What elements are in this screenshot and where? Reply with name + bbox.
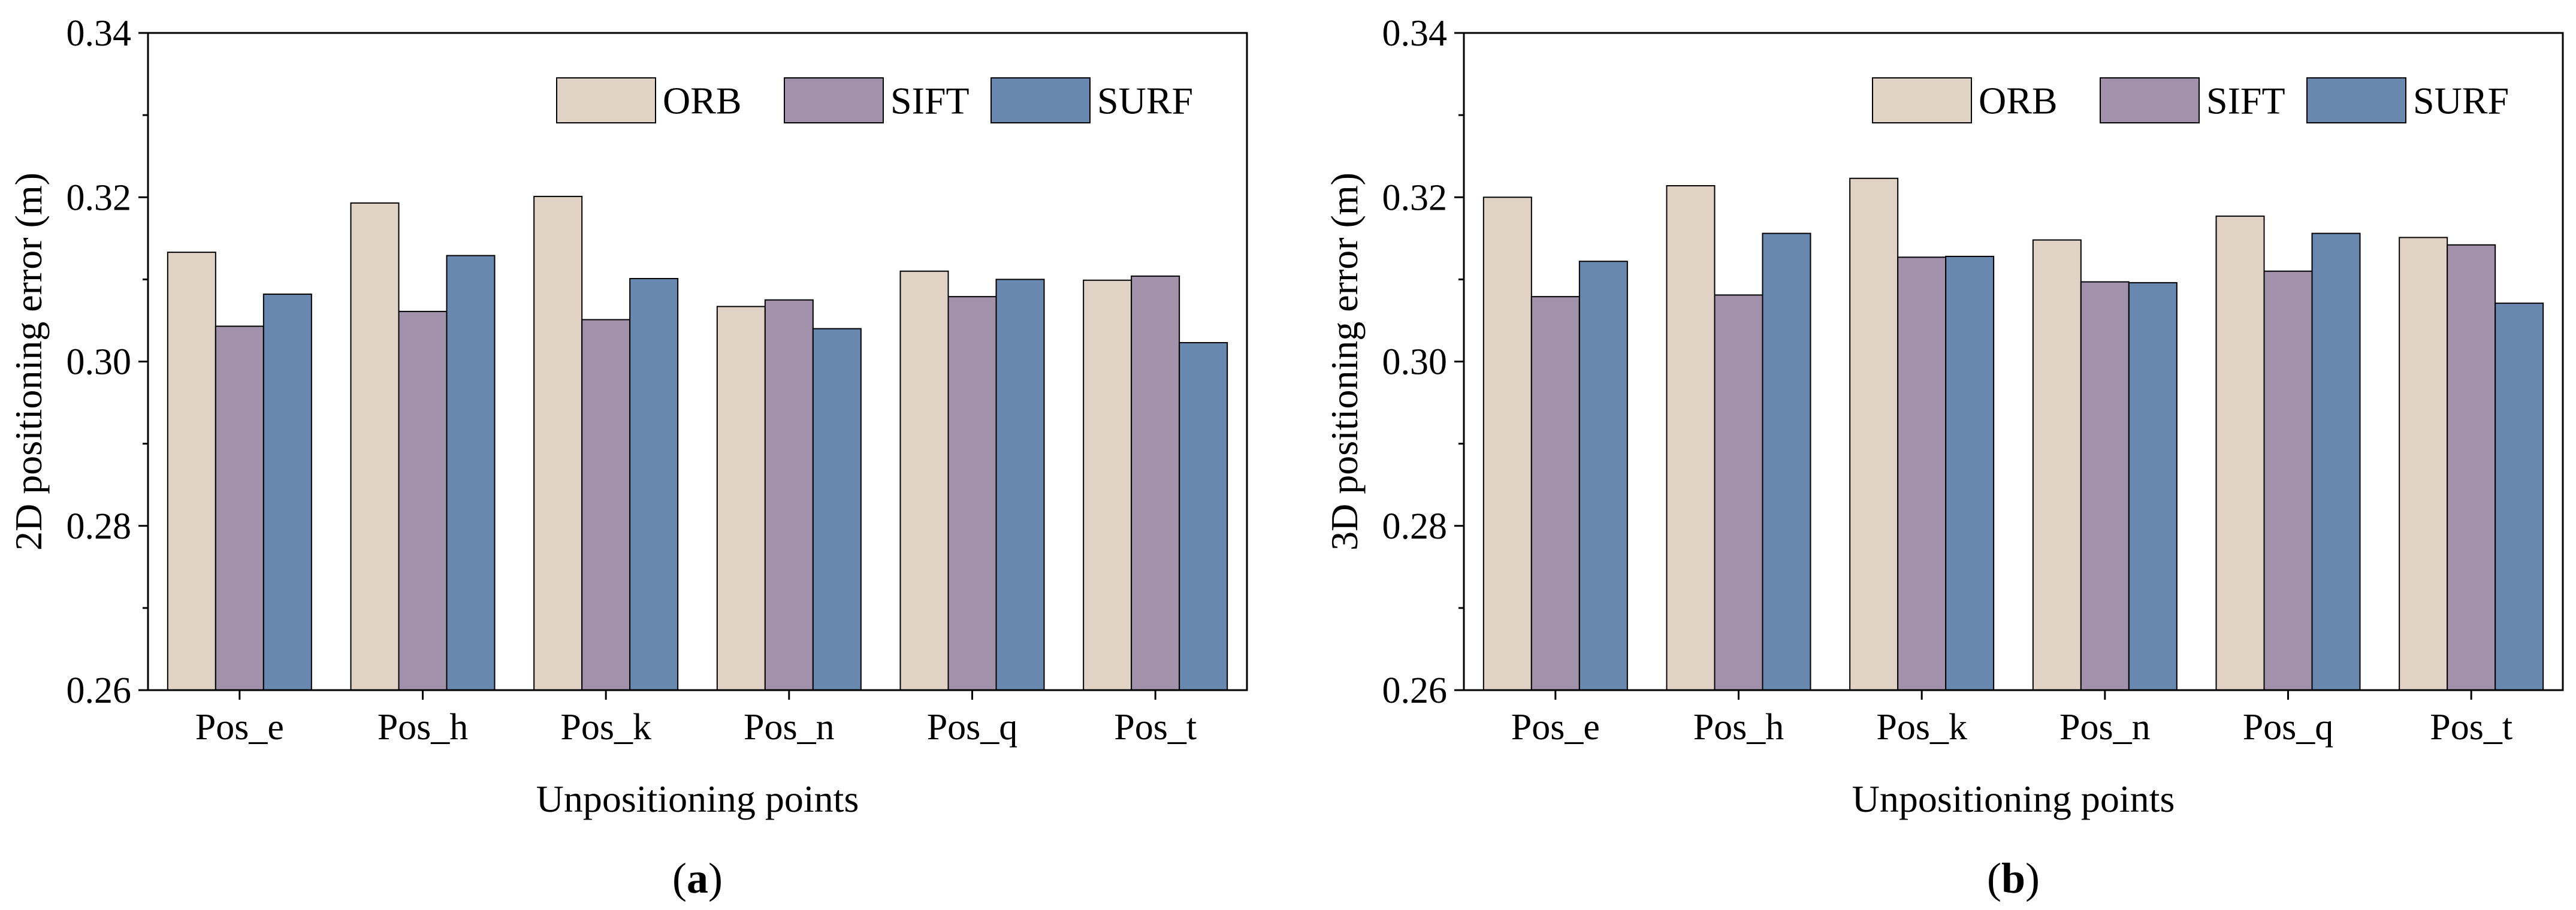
bar-surf-pos_h (446, 255, 496, 691)
legend: ORB SIFT SURF (1872, 77, 2509, 123)
bar-orb-pos_e (167, 252, 216, 691)
bar-orb-pos_h (350, 202, 400, 691)
y-tick-label: 0.34 (67, 13, 132, 54)
bar-orb-pos_q (2215, 215, 2265, 691)
legend-swatch-sift (2100, 77, 2200, 123)
bar-surf-pos_q (2311, 232, 2361, 691)
chart-panel-a: Pos_e Pos_h Pos_k Pos_n Pos_q Pos_t 0.26 0.28 0.… (7, 13, 1248, 902)
y-tick-label: 0.30 (67, 342, 132, 383)
y-tick-label: 0.34 (1382, 13, 1448, 54)
legend-label-orb: ORB (1979, 80, 2058, 122)
y-tick-label: 0.28 (1382, 506, 1448, 547)
bar-orb-pos_k (1849, 177, 1899, 691)
y-tick-label: 0.26 (1382, 670, 1448, 711)
bar-sift-pos_q (2263, 270, 2313, 691)
bar-sift-pos_h (1714, 294, 1763, 691)
bar-sift-pos_n (764, 299, 814, 691)
x-tick-label: Pos_q (927, 707, 1018, 748)
bar-orb-pos_n (716, 306, 766, 691)
bar-orb-pos_e (1482, 196, 1532, 691)
bar-surf-pos_h (1762, 232, 1811, 691)
bar-orb-pos_n (2032, 239, 2082, 691)
bar-orb-pos_q (899, 270, 949, 691)
bar-orb-pos_k (533, 195, 583, 691)
y-tick-label: 0.26 (67, 670, 132, 711)
y-tick-label: 0.32 (1382, 177, 1448, 218)
legend-swatch-sift (784, 77, 884, 123)
bar-sift-pos_n (2080, 281, 2130, 691)
legend-swatch-orb (556, 77, 656, 123)
plot-frame (1463, 32, 2564, 691)
bar-sift-pos_h (398, 310, 448, 691)
bar-sift-pos_q (947, 296, 997, 691)
legend-label-surf: SURF (1097, 80, 1193, 122)
bar-surf-pos_k (629, 278, 679, 691)
x-tick-label: Pos_k (1876, 707, 1967, 748)
x-tick-label: Pos_t (2430, 707, 2512, 748)
x-tick-label: Pos_q (2243, 707, 2334, 748)
bar-surf-pos_t (2495, 303, 2544, 691)
x-tick-label: Pos_k (560, 707, 651, 748)
bar-sift-pos_k (581, 319, 631, 691)
legend-label-surf: SURF (2413, 80, 2509, 122)
bar-sift-pos_t (1131, 275, 1180, 691)
legend-label-sift: SIFT (890, 80, 970, 122)
x-tick-label: Pos_e (1511, 707, 1600, 748)
x-tick-label: Pos_h (1693, 707, 1784, 748)
x-tick-label: Pos_n (744, 707, 835, 748)
bar-sift-pos_e (215, 325, 264, 691)
bar-sift-pos_e (1530, 296, 1580, 691)
bar-surf-pos_n (812, 328, 862, 691)
bar-surf-pos_e (1578, 261, 1628, 691)
y-tick-label: 0.32 (67, 177, 132, 218)
x-tick-label: Pos_n (2059, 707, 2151, 748)
chart-panel-b: Pos_e Pos_h Pos_k Pos_n Pos_q Pos_t 0.26 0.28 0.… (1323, 13, 2564, 902)
y-tick-label: 0.30 (1382, 342, 1448, 383)
legend-swatch-surf (2306, 77, 2406, 123)
bar-surf-pos_t (1179, 341, 1228, 691)
x-tick-label: Pos_e (195, 707, 284, 748)
x-axis-title: Unpositioning points (536, 778, 859, 820)
legend-label-sift: SIFT (2206, 80, 2285, 122)
bar-surf-pos_q (995, 279, 1045, 691)
bar-surf-pos_k (1945, 255, 1995, 691)
plot-frame (147, 32, 1248, 691)
y-axis-title: 2D positioning error (m) (7, 173, 50, 551)
bar-surf-pos_e (262, 294, 312, 691)
legend-swatch-surf (990, 77, 1091, 123)
panel-label: (b) (1987, 854, 2040, 902)
y-axis-title: 3D positioning error (m) (1323, 173, 1366, 551)
y-tick-label: 0.28 (67, 506, 132, 547)
bar-orb-pos_t (2399, 237, 2448, 691)
bar-orb-pos_h (1666, 185, 1716, 691)
x-axis-title: Unpositioning points (1852, 778, 2175, 820)
legend: ORB SIFT SURF (556, 77, 1193, 123)
bar-surf-pos_n (2128, 282, 2178, 691)
bar-sift-pos_t (2447, 244, 2496, 691)
bar-orb-pos_t (1083, 279, 1133, 691)
x-tick-label: Pos_h (378, 707, 469, 748)
legend-swatch-orb (1872, 77, 1972, 123)
panel-label: (a) (672, 854, 723, 902)
x-tick-label: Pos_t (1114, 707, 1197, 748)
bar-sift-pos_k (1897, 256, 1947, 691)
legend-label-orb: ORB (663, 80, 742, 122)
